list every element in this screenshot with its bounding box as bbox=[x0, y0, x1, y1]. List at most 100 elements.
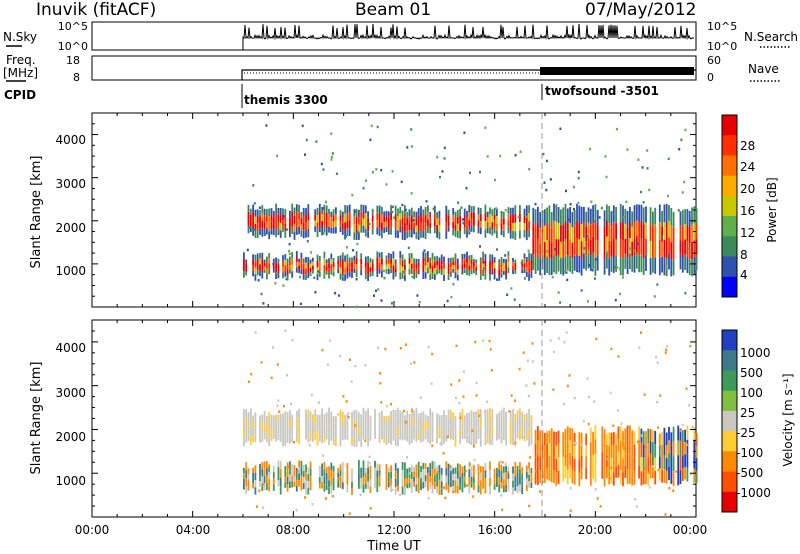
range-cell bbox=[496, 427, 498, 434]
scatter-cell bbox=[528, 168, 531, 171]
range-cell bbox=[275, 257, 277, 263]
scatter-cell bbox=[614, 298, 617, 302]
scatter-cell bbox=[640, 331, 642, 334]
range-cell bbox=[539, 430, 542, 444]
scatter-cell bbox=[298, 413, 300, 416]
range-cell bbox=[521, 259, 524, 263]
range-cell bbox=[247, 211, 250, 220]
range-cell bbox=[314, 226, 317, 232]
range-cell bbox=[557, 457, 560, 471]
range-cell bbox=[466, 231, 468, 238]
range-cell bbox=[500, 482, 503, 489]
range-cell bbox=[498, 484, 501, 493]
range-cell bbox=[367, 417, 369, 428]
range-cell bbox=[548, 205, 551, 223]
range-cell bbox=[548, 257, 551, 276]
range-cell bbox=[681, 442, 684, 456]
range-cell bbox=[346, 266, 349, 273]
range-cell bbox=[415, 471, 418, 478]
scatter-cell bbox=[481, 339, 484, 342]
range-cell bbox=[493, 273, 496, 280]
scatter-cell bbox=[475, 394, 478, 397]
range-cell bbox=[626, 440, 629, 455]
range-cell bbox=[516, 424, 519, 432]
range-cell bbox=[277, 473, 280, 480]
range-cell bbox=[543, 445, 546, 458]
range-cell bbox=[325, 213, 328, 221]
scatter-cell bbox=[623, 447, 625, 450]
range-cell bbox=[569, 239, 571, 256]
range-cell bbox=[433, 475, 436, 483]
range-cell bbox=[626, 226, 629, 243]
range-cell bbox=[594, 439, 597, 454]
scatter-cell bbox=[638, 346, 641, 349]
range-cell bbox=[367, 427, 369, 437]
range-cell bbox=[555, 472, 558, 486]
range-cell bbox=[473, 262, 475, 266]
range-cell bbox=[256, 223, 259, 231]
scatter-cell bbox=[589, 147, 591, 151]
range-cell bbox=[263, 222, 266, 230]
range-cell bbox=[392, 258, 395, 266]
range-cell bbox=[252, 265, 254, 271]
range-cell bbox=[364, 411, 367, 419]
range-cell bbox=[500, 476, 503, 483]
range-cell bbox=[394, 471, 397, 479]
range-cell bbox=[436, 256, 438, 261]
range-cell bbox=[383, 416, 386, 423]
range-cell bbox=[417, 433, 420, 440]
range-cell bbox=[328, 258, 330, 264]
range-cell bbox=[612, 458, 615, 473]
range-cell bbox=[270, 214, 273, 222]
range-cell bbox=[436, 212, 438, 219]
range-cell bbox=[500, 410, 503, 419]
range-cell bbox=[528, 259, 530, 267]
range-cell bbox=[390, 263, 392, 269]
range-cell bbox=[247, 226, 250, 234]
range-cell bbox=[668, 427, 670, 441]
scatter-cell bbox=[427, 345, 430, 349]
range-cell bbox=[454, 473, 457, 481]
range-cell bbox=[259, 475, 261, 481]
range-cell bbox=[596, 209, 599, 226]
range-cell bbox=[399, 417, 402, 425]
range-cell bbox=[553, 431, 555, 445]
scatter-cell bbox=[510, 394, 513, 397]
range-cell bbox=[266, 435, 268, 443]
range-cell bbox=[351, 420, 353, 429]
range-cell bbox=[505, 428, 507, 437]
range-cell bbox=[353, 260, 356, 265]
range-cell bbox=[289, 426, 291, 436]
range-cell bbox=[589, 224, 592, 240]
range-cell bbox=[355, 410, 358, 420]
range-cell bbox=[475, 259, 478, 264]
range-cell bbox=[452, 468, 455, 475]
range-cell bbox=[275, 228, 277, 238]
range-cell bbox=[433, 256, 436, 263]
range-cell bbox=[482, 466, 484, 473]
range-cell bbox=[295, 261, 298, 268]
range-cell bbox=[401, 412, 404, 420]
xtick-0800: 08:00 bbox=[276, 523, 311, 537]
range-cell bbox=[323, 225, 326, 233]
range-cell bbox=[528, 481, 530, 488]
range-cell bbox=[564, 221, 567, 239]
range-cell bbox=[341, 468, 344, 476]
range-cell bbox=[679, 211, 682, 226]
scatter-cell bbox=[604, 428, 607, 431]
range-cell bbox=[548, 443, 551, 456]
range-cell bbox=[553, 220, 555, 238]
range-cell bbox=[624, 223, 627, 239]
range-cell bbox=[640, 255, 643, 273]
range-cell bbox=[668, 253, 670, 270]
range-cell bbox=[364, 418, 367, 426]
range-cell bbox=[245, 426, 248, 435]
scatter-cell bbox=[648, 188, 651, 192]
range-cell bbox=[514, 462, 517, 470]
range-cell bbox=[619, 239, 622, 258]
range-cell bbox=[431, 412, 434, 420]
range-cell bbox=[433, 482, 436, 490]
range-cell bbox=[249, 226, 252, 233]
range-cell bbox=[252, 428, 254, 436]
range-cell bbox=[468, 412, 471, 420]
